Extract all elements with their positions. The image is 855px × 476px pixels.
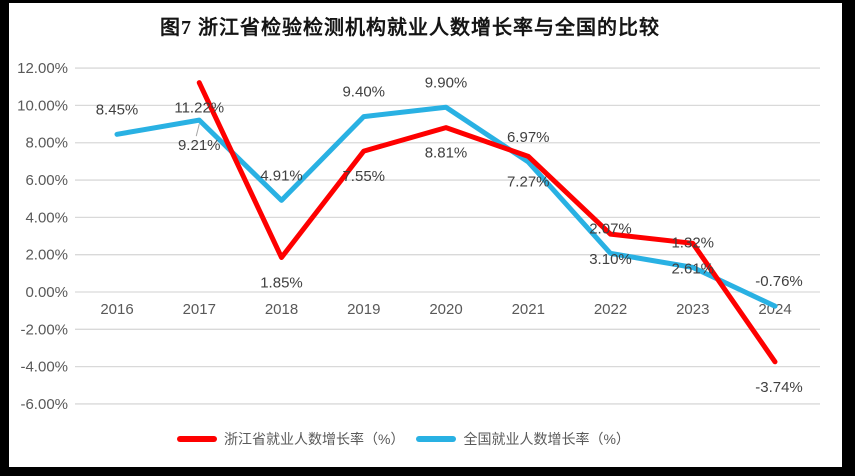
data-label: -3.74% [755, 379, 803, 396]
series-line [114, 104, 778, 309]
label-leader-line [195, 124, 200, 137]
series-line [196, 80, 778, 365]
x-axis-tick-label: 2019 [347, 301, 380, 318]
data-label: -0.76% [755, 273, 803, 290]
data-label: 3.10% [589, 251, 632, 268]
data-label: 2.07% [589, 220, 632, 237]
y-axis-tick-label: 8.00% [25, 135, 68, 152]
y-axis-tick-label: 6.00% [25, 172, 68, 189]
y-axis-tick-label: -2.00% [20, 321, 68, 338]
data-label: 8.45% [96, 101, 139, 118]
data-label: 6.97% [507, 129, 550, 146]
y-axis-tick-label: 4.00% [25, 209, 68, 226]
data-label: 1.32% [671, 234, 714, 251]
legend-label: 全国就业人数增长率（%） [463, 431, 630, 447]
y-axis-tick-label: 10.00% [17, 97, 68, 114]
x-axis-tick-label: 2022 [594, 301, 627, 318]
data-label: 7.27% [507, 173, 550, 190]
y-axis-tick-label: 2.00% [25, 247, 68, 264]
data-label: 9.90% [425, 74, 468, 91]
legend-label: 浙江省就业人数增长率（%） [224, 431, 405, 447]
data-label: 1.85% [260, 274, 303, 291]
chart-title: 图7 浙江省检验检测机构就业人数增长率与全国的比较 [160, 17, 660, 39]
legend-swatch [416, 436, 457, 442]
y-axis-tick-label: 12.00% [17, 60, 68, 77]
data-label: 9.40% [342, 84, 385, 101]
x-axis-tick-label: 2024 [758, 301, 791, 318]
data-label: 11.22% [174, 100, 224, 117]
x-axis-tick-label: 2021 [512, 301, 545, 318]
x-axis-tick-label: 2018 [265, 301, 298, 318]
x-axis-tick-label: 2020 [429, 301, 462, 318]
x-axis-tick-label: 2023 [676, 301, 709, 318]
y-axis-tick-label: 0.00% [25, 284, 68, 301]
chart-legend: 浙江省就业人数增长率（%） 全国就业人数增长率（%） [177, 429, 630, 449]
chart-background [9, 3, 842, 467]
legend-item: 全国就业人数增长率（%） [416, 429, 630, 449]
data-label: 7.55% [342, 168, 385, 185]
data-label: 4.91% [260, 167, 303, 184]
y-axis-tick-label: -4.00% [20, 359, 68, 376]
x-axis-tick-label: 2016 [100, 301, 133, 318]
data-label: 8.81% [425, 145, 468, 162]
x-axis-tick-label: 2017 [183, 301, 216, 318]
legend-swatch [177, 436, 217, 442]
data-label: 9.21% [178, 137, 221, 154]
data-label: 2.61% [671, 260, 714, 277]
y-axis-tick-label: -6.00% [20, 396, 68, 413]
legend-item: 浙江省就业人数增长率（%） [177, 429, 404, 449]
